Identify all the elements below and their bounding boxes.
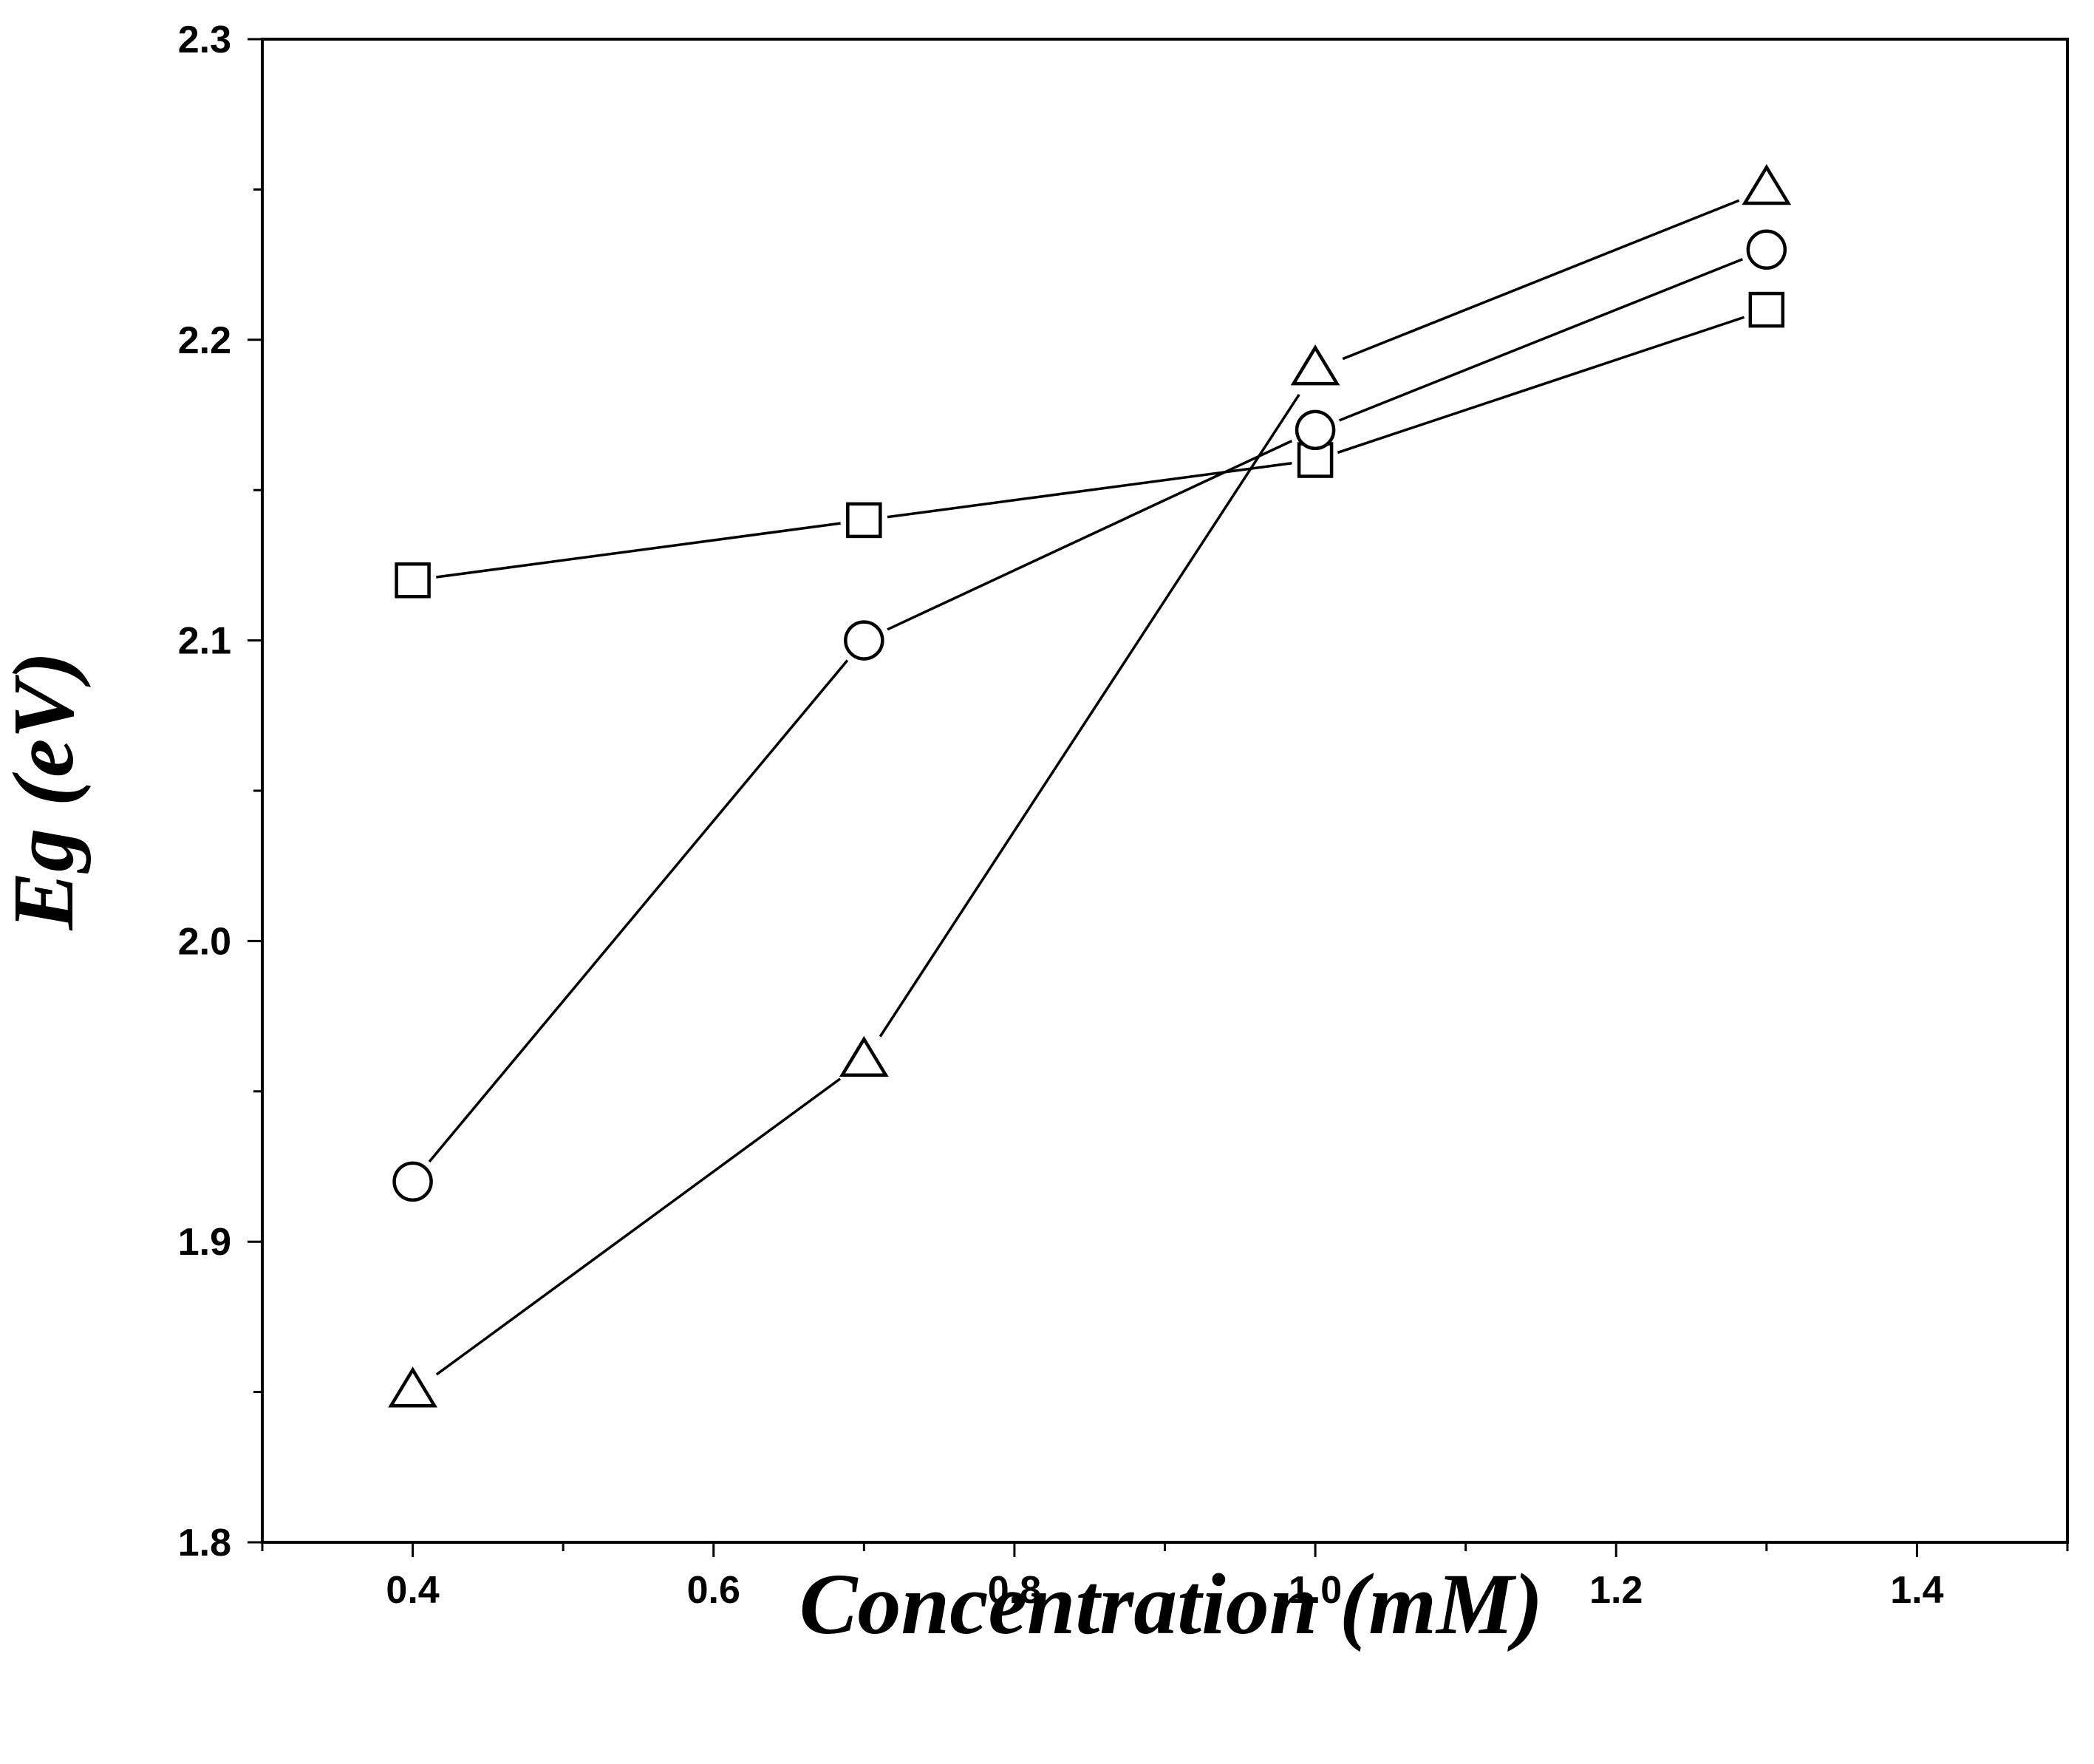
- data-point-circle: [844, 620, 884, 661]
- series-circle-line-segment: [1338, 258, 1743, 422]
- data-point-triangle: [1742, 164, 1792, 205]
- series-square-line-segment: [1337, 316, 1745, 454]
- data-point-square: [395, 562, 431, 599]
- y-tick-label: 2.3: [178, 18, 231, 61]
- x-tick-label: 0.4: [386, 1569, 439, 1612]
- series-circle: [392, 229, 1787, 1202]
- data-point-square: [1748, 291, 1785, 328]
- data-point-triangle: [388, 1366, 437, 1408]
- series-triangle-line-segment: [435, 1077, 842, 1376]
- series-square-line-segment: [887, 462, 1292, 519]
- data-point-square: [846, 502, 882, 539]
- x-axis-title: Concentration (mM): [799, 1556, 1543, 1652]
- x-tick-label: 1.4: [1890, 1569, 1943, 1612]
- x-tick-label: 0.6: [687, 1569, 740, 1612]
- x-axis: 0.4 0.6 0.8 1.0 1.2 1.4: [261, 1542, 2069, 1612]
- data-point-circle: [1746, 229, 1787, 270]
- y-axis: 1.8 1.9 2.0 2.1 2.2 2.3: [178, 18, 262, 1564]
- series-triangle: [388, 164, 1792, 1408]
- data-point-triangle: [1290, 344, 1340, 386]
- y-axis-title: Eg (eV): [0, 652, 92, 931]
- y-tick-label: 1.9: [178, 1221, 231, 1264]
- data-point-circle: [1295, 409, 1336, 451]
- y-tick-label: 2.1: [178, 620, 231, 663]
- series-square-line-segment: [436, 522, 841, 579]
- series-square: [395, 291, 1785, 599]
- series-circle-line-segment: [887, 440, 1293, 631]
- series-circle-line-segment: [428, 659, 849, 1163]
- x-tick-label: 0.8: [988, 1569, 1041, 1612]
- series-triangle-line-segment: [1342, 199, 1740, 361]
- y-tick-label: 2.0: [178, 920, 231, 963]
- data-point-circle: [392, 1161, 433, 1202]
- series: [388, 164, 1792, 1408]
- x-tick-label: 1.2: [1589, 1569, 1643, 1612]
- x-tick-label: 1.0: [1289, 1569, 1342, 1612]
- plot-frame: [261, 38, 2069, 1544]
- data-point-triangle: [839, 1035, 889, 1077]
- y-tick-label: 1.8: [178, 1522, 231, 1564]
- series-triangle-line-segment: [879, 394, 1300, 1038]
- y-tick-label: 2.2: [178, 319, 231, 362]
- plot-area: [261, 38, 2069, 1544]
